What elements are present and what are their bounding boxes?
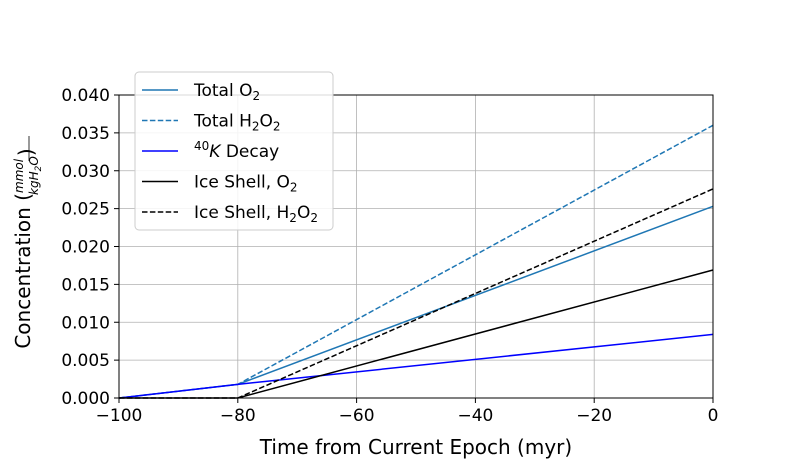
legend-label-pre: Total O — [193, 81, 253, 101]
y-tick-label: 0.005 — [61, 351, 110, 371]
legend-label-4: Ice Shell, H2O2 — [194, 203, 318, 225]
legend-label-italic: K — [209, 142, 222, 162]
legend-label-1: Total H2O2 — [193, 112, 281, 134]
y-tick-label: 0.015 — [61, 275, 110, 295]
x-tick-label: −40 — [457, 406, 493, 426]
y-axis-title-denominator-end: O — [27, 156, 41, 165]
y-tick-label: 0.000 — [61, 389, 110, 409]
y-axis-title-suffix: ) — [14, 148, 38, 156]
y-tick-label: 0.010 — [61, 313, 110, 333]
x-axis-title: Time from Current Epoch (myr) — [259, 435, 572, 459]
ticks: −100 −80 −60 −40 −20 0 0.000 0.005 0.010 0.015 0.0… — [61, 86, 718, 426]
y-tick-label: 0.020 — [61, 238, 110, 258]
series-line-2 — [118, 333, 714, 399]
y-tick-label: 0.030 — [61, 162, 110, 182]
legend-box — [134, 71, 334, 231]
y-axis-title-prefix: Concentration ( — [11, 193, 35, 349]
legend-label-3: Ice Shell, O2 — [194, 173, 298, 195]
legend-label-pre: Total H — [193, 112, 252, 132]
y-axis-title-numerator: mmol — [12, 158, 26, 193]
legend-label-0: Total O2 — [193, 81, 260, 103]
legend-label-sup: 40 — [194, 139, 209, 153]
x-tick-label: −100 — [96, 406, 143, 426]
legend-label-pre: Ice Shell, H — [194, 203, 289, 223]
y-axis-title: Concentration (mmolkgH2O) — [11, 148, 44, 348]
x-tick-label: −80 — [220, 406, 256, 426]
legend-label-pre: Ice Shell, O — [194, 173, 290, 193]
legend-label-2: 40K Decay — [194, 139, 279, 162]
legend-label-sub2: 2 — [310, 211, 318, 225]
y-axis-title-denominator: kgH — [27, 171, 41, 195]
legend-label-post: Decay — [220, 142, 279, 162]
legend-label-sub: 2 — [252, 120, 260, 134]
legend-label-mid: O — [260, 112, 273, 132]
x-tick-label: −20 — [576, 406, 612, 426]
y-axis-title-denominator-sub: 2 — [34, 165, 44, 171]
x-tick-label: 0 — [708, 406, 719, 426]
legend-label-sub: 2 — [289, 211, 297, 225]
legend-label-mid: O — [297, 203, 310, 223]
legend-label-sub2: 2 — [273, 120, 281, 134]
x-tick-label: −60 — [339, 406, 375, 426]
legend-label-sub: 2 — [253, 89, 261, 103]
legend-label-sub: 2 — [290, 181, 298, 195]
y-tick-label: 0.035 — [61, 124, 110, 144]
y-tick-label: 0.040 — [61, 86, 110, 106]
y-tick-label: 0.025 — [61, 200, 110, 220]
